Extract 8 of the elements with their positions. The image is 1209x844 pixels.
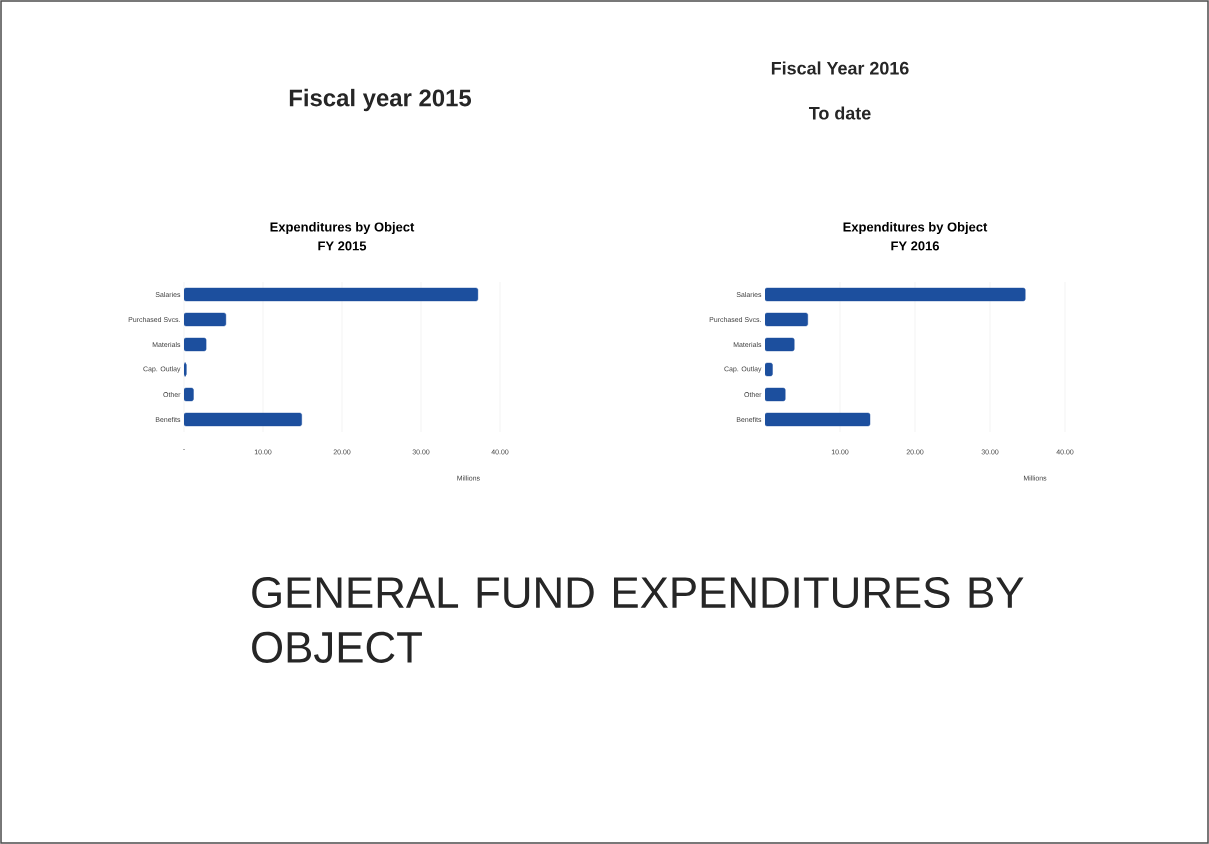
text: Fiscal year 2015: [289, 88, 472, 112]
chart-subtitle: FY 2016: [891, 241, 940, 251]
chart-title: Expenditures by Object: [843, 222, 988, 235]
chart-title: Expenditures by Object: [270, 222, 415, 235]
text: Fiscal Year 2016: [771, 61, 909, 75]
chart-subtitle: FY 2015: [318, 241, 367, 251]
text: GENERAL FUND EXPENDITURES BY OBJECT: [252, 577, 1024, 663]
text: To date: [808, 106, 871, 120]
